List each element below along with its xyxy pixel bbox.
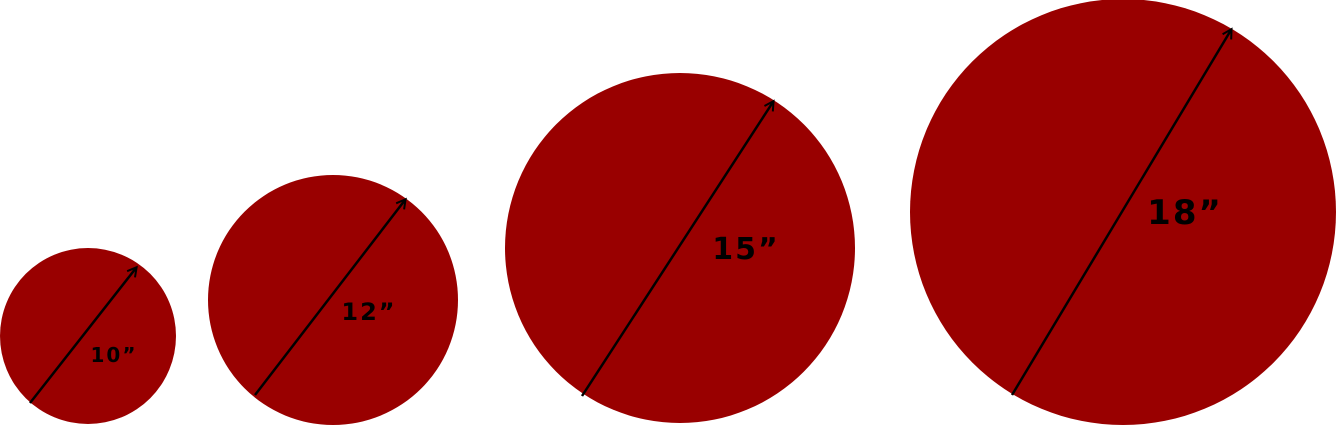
diameter-arrow-18 [1010,30,1231,396]
diameter-arrow-15 [580,102,773,397]
size-label-10: 10” [91,343,138,367]
circle-15 [505,73,855,423]
size-label-12: 12” [341,298,396,326]
circle-group-18: 18” [910,0,1336,425]
size-label-15: 15” [712,232,779,267]
circle-group-15: 15” [505,73,855,423]
circle-group-12: 12” [208,175,458,425]
size-label-18: 18” [1147,193,1223,233]
circle-10 [0,248,176,424]
circle-12 [208,175,458,425]
circle-group-10: 10” [0,248,176,424]
circle-18 [910,0,1336,425]
diameter-arrow-10 [29,268,136,404]
diameter-arrow-12 [254,200,405,396]
